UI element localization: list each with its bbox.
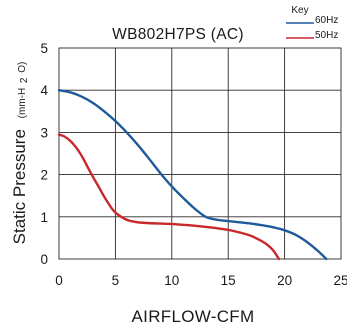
legend-label-50hz: 50Hz xyxy=(315,30,338,41)
y-axis-unit-prefix: (mm-H xyxy=(17,88,28,119)
series-lines xyxy=(57,89,328,261)
y-axis-unit-subscript: 2 xyxy=(19,77,30,83)
series-line-60hz xyxy=(57,89,328,261)
plot-grid xyxy=(59,48,341,259)
legend-title: Key xyxy=(291,5,308,16)
legend-label-60hz: 60Hz xyxy=(315,15,338,26)
y-tick-label-0: 0 xyxy=(40,252,48,267)
x-tick-labels: 0 5 10 15 20 25 xyxy=(55,273,347,288)
y-tick-label-5: 5 xyxy=(40,41,48,56)
y-tick-labels: 0 1 2 3 4 5 xyxy=(40,41,48,267)
x-tick-label-5: 5 xyxy=(112,273,120,288)
y-axis-label: Static Pressure (mm-H 2 O) xyxy=(10,62,31,245)
y-tick-label-3: 3 xyxy=(40,125,48,140)
plot-frame xyxy=(58,47,342,260)
x-axis-label: AIRFLOW-CFM xyxy=(132,307,255,326)
y-axis-unit-suffix: O) xyxy=(17,62,28,73)
x-tick-label-0: 0 xyxy=(55,273,63,288)
y-tick-label-2: 2 xyxy=(40,168,48,183)
chart-title: WB802H7PS (AC) xyxy=(112,26,244,43)
y-tick-label-4: 4 xyxy=(40,83,48,98)
y-axis-label-text: Static Pressure xyxy=(10,129,29,244)
legend: Key 60Hz 50Hz xyxy=(286,5,338,41)
x-tick-label-20: 20 xyxy=(277,273,292,288)
x-tick-label-15: 15 xyxy=(221,273,236,288)
x-tick-label-25: 25 xyxy=(333,273,347,288)
x-tick-label-10: 10 xyxy=(164,273,179,288)
series-line-50hz xyxy=(57,133,281,261)
y-tick-label-1: 1 xyxy=(40,210,48,225)
